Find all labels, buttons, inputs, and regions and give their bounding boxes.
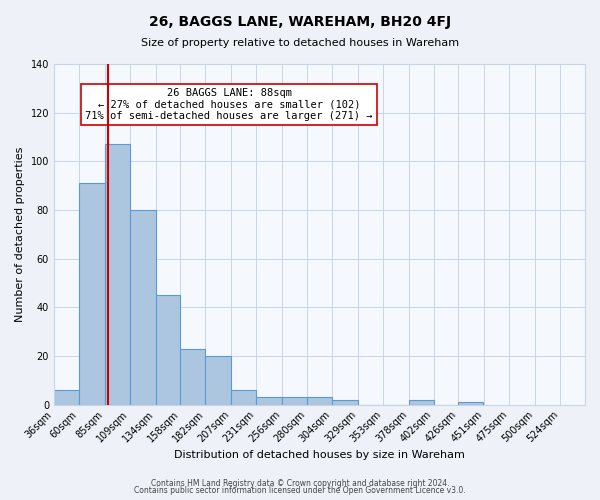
Bar: [79, 183, 105, 404]
Bar: [155, 295, 181, 405]
Text: Size of property relative to detached houses in Wareham: Size of property relative to detached ho…: [141, 38, 459, 48]
Text: 26, BAGGS LANE, WAREHAM, BH20 4FJ: 26, BAGGS LANE, WAREHAM, BH20 4FJ: [149, 15, 451, 29]
Bar: [282, 398, 307, 404]
Bar: [181, 348, 205, 405]
Bar: [256, 398, 282, 404]
Bar: [231, 390, 256, 404]
Bar: [105, 144, 130, 404]
Text: Contains HM Land Registry data © Crown copyright and database right 2024.: Contains HM Land Registry data © Crown c…: [151, 478, 449, 488]
Bar: [205, 356, 231, 405]
Bar: [130, 210, 155, 404]
Bar: [409, 400, 434, 404]
Bar: [307, 398, 332, 404]
Text: Contains public sector information licensed under the Open Government Licence v3: Contains public sector information licen…: [134, 486, 466, 495]
Y-axis label: Number of detached properties: Number of detached properties: [15, 146, 25, 322]
X-axis label: Distribution of detached houses by size in Wareham: Distribution of detached houses by size …: [174, 450, 465, 460]
Text: 26 BAGGS LANE: 88sqm
← 27% of detached houses are smaller (102)
71% of semi-deta: 26 BAGGS LANE: 88sqm ← 27% of detached h…: [85, 88, 373, 121]
Bar: [332, 400, 358, 404]
Bar: [54, 390, 79, 404]
Bar: [458, 402, 484, 404]
